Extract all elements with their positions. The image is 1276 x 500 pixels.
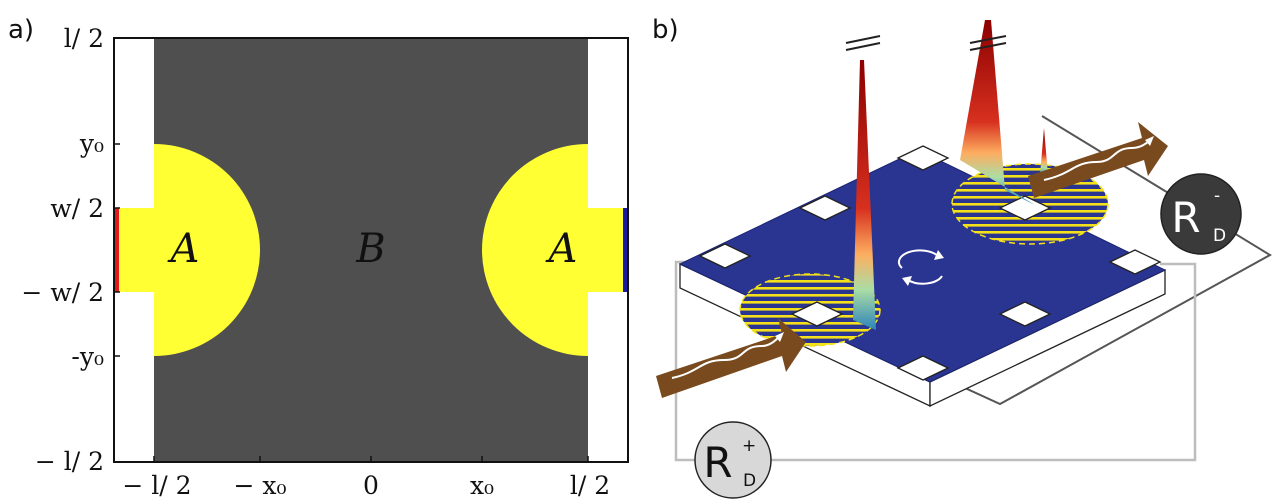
resistor-r-plus: R D + [694, 421, 772, 499]
contact-pads [698, 145, 1162, 381]
tick-marks [114, 143, 589, 462]
region-a-right-semicircle [482, 144, 588, 356]
x-tick-label: − l/ 2 [122, 471, 191, 500]
lead-right-edge [623, 208, 628, 292]
contact-pad [998, 301, 1052, 327]
r-minus-sub: D [1213, 226, 1226, 246]
x-tick-label: x₀ [470, 471, 494, 500]
r-plus-sub: D [743, 471, 756, 491]
wire-r-plus [674, 260, 1197, 462]
panel-a: a) A B [8, 15, 629, 500]
axis-break-marks [845, 35, 1007, 51]
region-a-left-lead [114, 208, 154, 292]
x-tick-label: l/ 2 [570, 471, 610, 500]
r-minus-main: R [1171, 193, 1200, 242]
panel-b: b) [652, 15, 1272, 499]
x-tick-label: − x₀ [233, 471, 286, 500]
panel-a-plot: A B A [113, 37, 629, 463]
current-spikes [853, 20, 1048, 330]
r-plus-sup: + [742, 436, 756, 456]
y-tick-label: − w/ 2 [21, 278, 104, 307]
y-tick-label: w/ 2 [50, 194, 104, 223]
contact-pad [998, 195, 1052, 221]
x-axis-ticks: − l/ 2 − x₀ 0 x₀ l/ 2 [122, 471, 610, 500]
spike-left [853, 60, 876, 330]
region-a-label-right: A [545, 226, 578, 272]
contact-pad [798, 195, 852, 221]
spike-right [960, 20, 1035, 205]
arrow-out [1028, 122, 1168, 198]
circulation-icon [897, 249, 944, 286]
y-tick-label: − l/ 2 [35, 447, 104, 476]
region-a-label-left: A [167, 226, 200, 272]
r-plus-main: R [703, 438, 732, 487]
lead-left-edge [114, 208, 119, 292]
contact-pad [790, 301, 844, 327]
r-minus-sup: - [1214, 186, 1220, 206]
y-tick-label: y₀ [79, 129, 104, 158]
arrow-in [656, 318, 806, 398]
y-tick-label: -y₀ [71, 342, 104, 371]
panel-a-label: a) [8, 15, 34, 45]
contact-pad [1108, 249, 1162, 275]
contact-pad [896, 355, 950, 381]
panel-b-label: b) [652, 15, 679, 45]
y-tick-label: l/ 2 [64, 24, 104, 53]
region-b-label: B [355, 226, 385, 272]
region-a-left-semicircle [154, 144, 260, 356]
resistor-r-minus: R D - [1160, 173, 1242, 255]
x-tick-label: 0 [363, 471, 379, 500]
spike-small [1040, 128, 1048, 175]
contact-pad [698, 243, 752, 269]
contact-pad [896, 145, 950, 171]
y-axis-ticks: l/ 2 y₀ w/ 2 − w/ 2 -y₀ − l/ 2 [21, 24, 104, 476]
region-a-right-lead [588, 208, 628, 292]
